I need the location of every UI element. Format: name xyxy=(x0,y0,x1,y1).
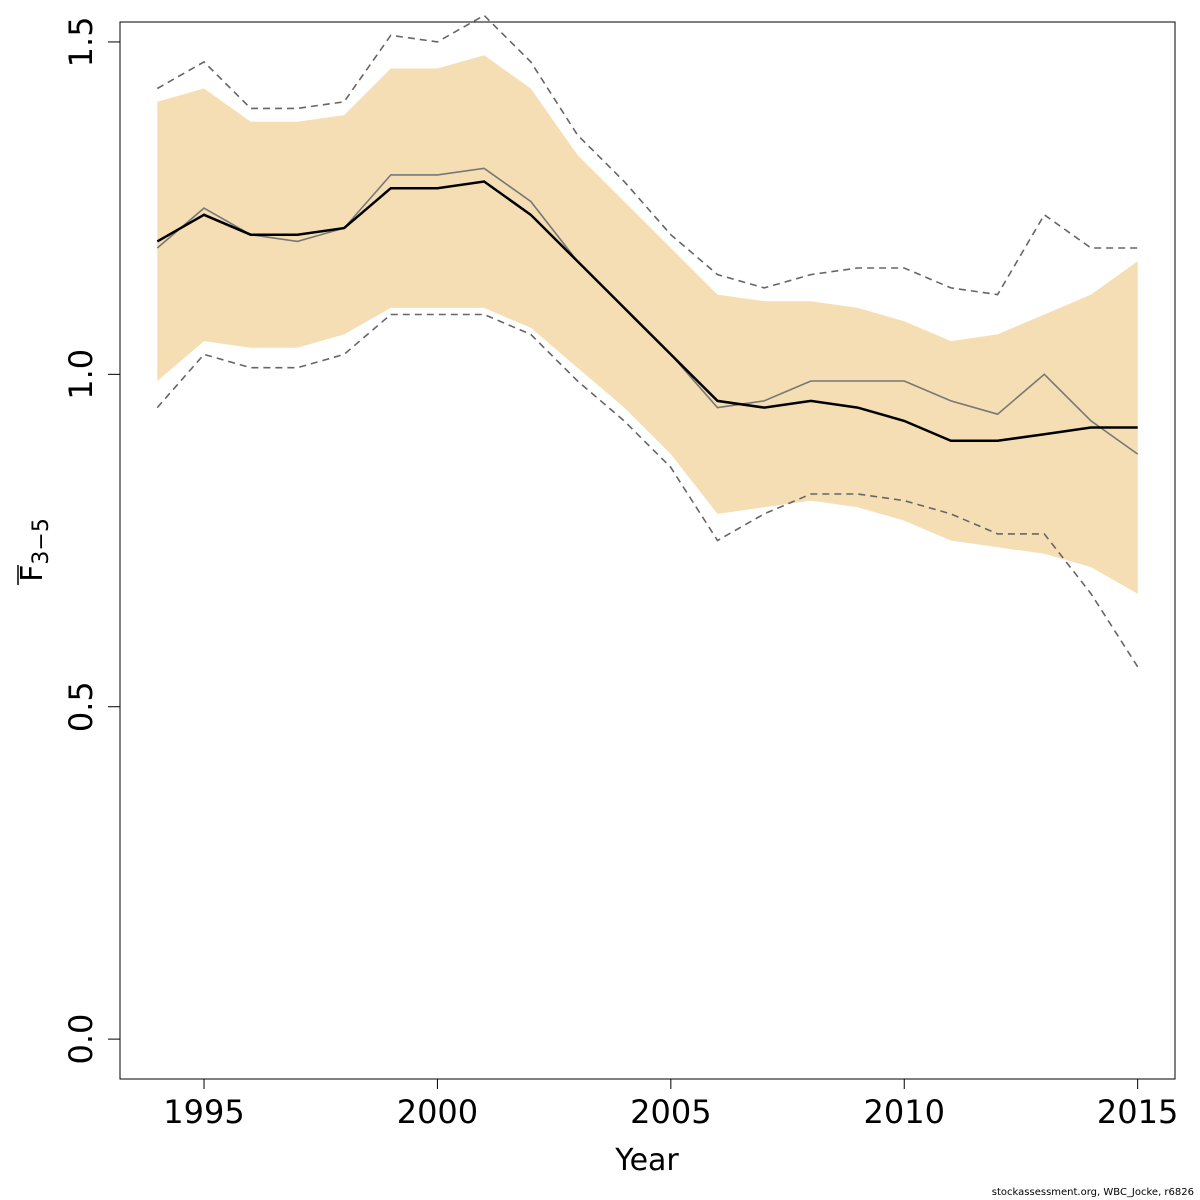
main-line-series xyxy=(156,180,1138,443)
y-axis: 0.0 0.5 1.0 1.5 xyxy=(62,16,120,1065)
x-tick-label: 2010 xyxy=(864,1093,945,1131)
y-tick-label: 1.5 xyxy=(62,16,100,67)
confidence-band-layer xyxy=(157,55,1138,594)
lower-dashed-series xyxy=(156,313,1139,668)
confidence-band xyxy=(157,55,1138,594)
x-axis: 1995 2000 2005 2010 2015 xyxy=(163,1079,1178,1131)
footer-credit: stockassessment.org, WBC_Jocke, r6826 xyxy=(991,1187,1194,1198)
x-tick-label: 1995 xyxy=(163,1093,244,1131)
y-tick-label: 1.0 xyxy=(62,349,100,400)
y-axis-title-sub: 3−5 xyxy=(29,518,54,564)
y-tick-label: 0.0 xyxy=(62,1014,100,1065)
series-lines-layer xyxy=(156,14,1139,668)
x-tick-label: 2000 xyxy=(397,1093,478,1131)
y-axis-title: F3−5 xyxy=(15,518,54,585)
x-tick-label: 2005 xyxy=(630,1093,711,1131)
plot-frame xyxy=(119,21,1176,1080)
upper-dashed-series xyxy=(156,14,1138,296)
y-tick-label: 0.5 xyxy=(62,681,100,732)
y-axis-title-main: F xyxy=(15,565,50,582)
x-tick-label: 2015 xyxy=(1097,1093,1178,1131)
svg-text:F3−5: F3−5 xyxy=(15,518,54,582)
x-axis-title: Year xyxy=(614,1143,679,1178)
